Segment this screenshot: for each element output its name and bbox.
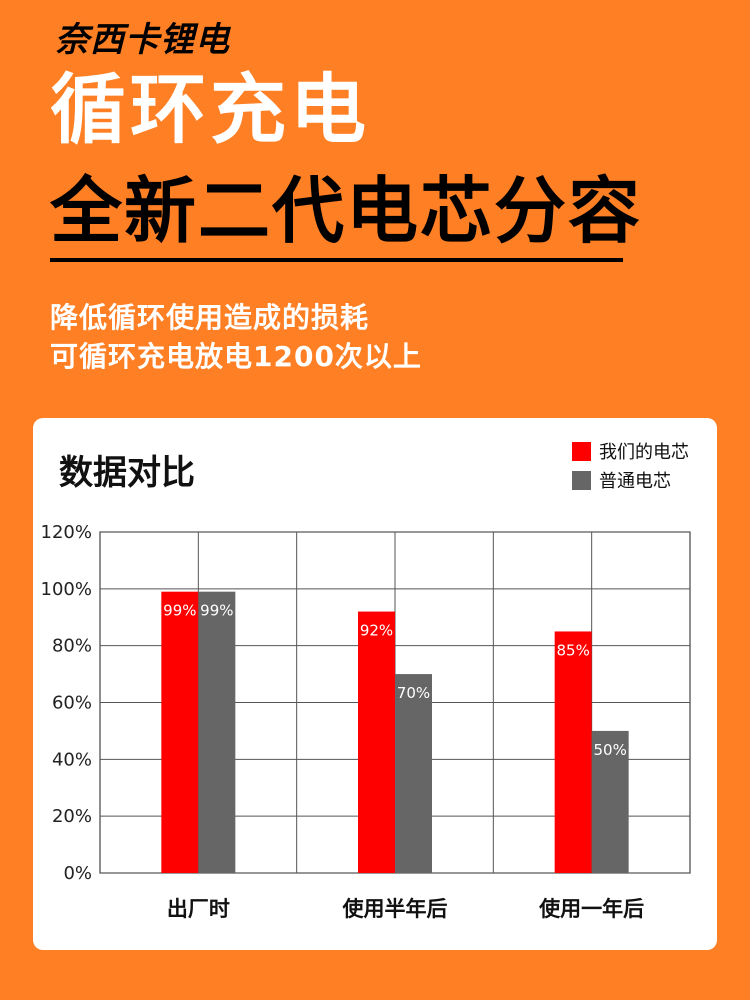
brand-logo-text: 奈西卡锂电 [55, 20, 230, 60]
x-tick-label: 使用半年后 [342, 897, 448, 921]
y-tick-label: 100% [41, 579, 92, 600]
chart-bars: 99% 99% 92% 70% 85% 50% [161, 591, 629, 873]
bar [395, 674, 432, 873]
y-axis: 0% 20% 40% 60% 80% 100% 120% [41, 522, 92, 884]
x-tick-label: 使用一年后 [538, 897, 644, 921]
legend-swatch [572, 471, 591, 490]
headline-underline [50, 258, 623, 262]
headline-title: 循环充电 [50, 65, 370, 154]
data-label: 50% [593, 741, 626, 759]
data-label: 99% [163, 602, 196, 620]
data-label: 70% [397, 684, 430, 702]
y-tick-label: 0% [63, 863, 92, 884]
bar [554, 631, 592, 873]
chart-title: 数据对比 [59, 453, 195, 493]
headline-subtitle: 全新二代电芯分容 [50, 169, 643, 253]
y-tick-label: 40% [52, 749, 92, 770]
legend-swatch [572, 442, 591, 461]
x-tick-label: 出厂时 [167, 897, 230, 921]
bar [161, 591, 199, 873]
data-label: 85% [556, 641, 589, 659]
legend-label: 普通电芯 [599, 471, 671, 492]
bar [358, 611, 395, 873]
x-axis: 出厂时 使用半年后 使用一年后 [167, 897, 644, 921]
legend-label: 我们的电芯 [599, 442, 689, 463]
y-tick-label: 80% [52, 636, 92, 657]
bar [591, 730, 629, 873]
y-tick-label: 60% [52, 693, 92, 714]
bar [198, 591, 236, 873]
chart-card: 数据对比 我们的电芯普通电芯 0% 20% 40% 60% 80% 100% 120% 99… [33, 418, 717, 950]
data-label: 92% [360, 622, 393, 640]
description-line-2: 可循环充电放电1200次以上 [50, 340, 422, 373]
description-line-1: 降低循环使用造成的损耗 [50, 301, 370, 334]
y-tick-label: 20% [52, 806, 92, 827]
data-label: 99% [200, 602, 233, 620]
y-tick-label: 120% [41, 522, 92, 543]
